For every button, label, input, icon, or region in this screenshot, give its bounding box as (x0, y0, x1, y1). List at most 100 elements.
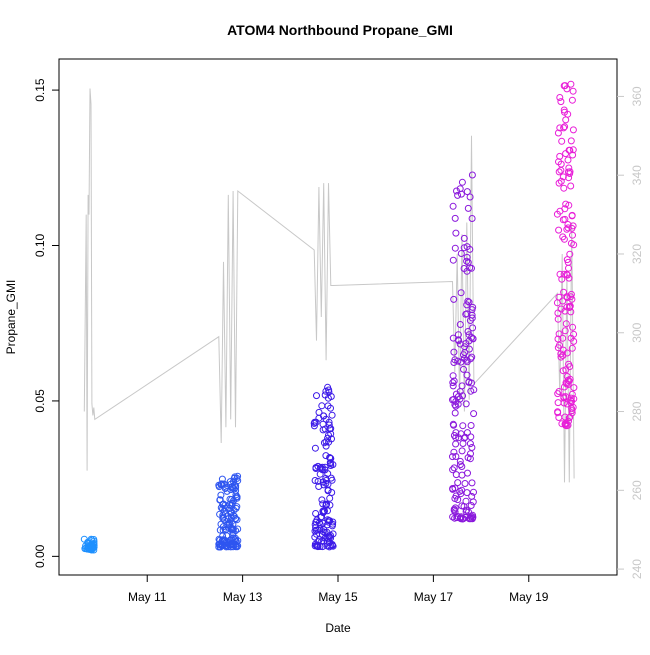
data-point (454, 191, 462, 199)
data-point (568, 407, 576, 415)
data-point (467, 355, 475, 363)
data-point (233, 474, 241, 482)
data-point (560, 288, 568, 296)
secondary-series-line (83, 88, 575, 483)
data-point (569, 126, 577, 134)
data-point (457, 430, 465, 438)
data-point (460, 365, 467, 373)
data-point (451, 214, 459, 222)
data-point (566, 250, 574, 258)
data-point (326, 494, 334, 502)
data-point (457, 289, 465, 297)
data-point (230, 506, 238, 514)
data-point (567, 399, 575, 407)
data-point (562, 366, 570, 374)
data-point (465, 337, 473, 345)
data-point (562, 116, 570, 124)
data-point (560, 270, 568, 278)
data-point (88, 545, 96, 553)
data-point (230, 536, 238, 544)
data-point (311, 418, 319, 426)
data-point (566, 168, 574, 176)
data-point (219, 513, 227, 521)
data-point (562, 419, 570, 427)
data-point (554, 399, 562, 407)
data-point (457, 250, 465, 257)
data-point (561, 215, 569, 223)
data-point (463, 489, 471, 497)
data-point (226, 495, 234, 503)
data-point (220, 537, 228, 544)
data-point (457, 358, 465, 366)
data-point (315, 536, 323, 544)
data-point (467, 422, 475, 429)
y-tick-label: 0.05 (33, 389, 47, 413)
y2-tick-label: 360 (630, 86, 644, 106)
data-point (562, 150, 570, 158)
data-point (449, 202, 457, 210)
data-point (459, 440, 467, 447)
data-point (319, 420, 327, 428)
data-point (450, 448, 458, 456)
data-point (562, 379, 570, 387)
data-point (318, 496, 326, 504)
data-point (233, 516, 241, 524)
y-axis: 0.00 0.05 0.10 0.15 (33, 78, 59, 568)
data-point (563, 85, 571, 93)
data-point (320, 481, 328, 489)
data-point (314, 542, 322, 550)
data-point (464, 328, 472, 335)
data-point (557, 177, 565, 185)
data-point (562, 393, 570, 401)
data-point (316, 543, 324, 550)
data-point (560, 394, 568, 402)
data-point (455, 337, 463, 345)
data-point (327, 404, 334, 412)
data-point (463, 257, 471, 265)
data-point (460, 234, 468, 242)
data-point (569, 87, 577, 95)
data-point (555, 168, 563, 176)
data-point (324, 486, 332, 494)
data-point (325, 518, 333, 526)
data-point (569, 323, 577, 331)
data-point (562, 200, 570, 208)
data-point (555, 293, 563, 301)
data-point (319, 509, 327, 517)
data-point (449, 453, 456, 461)
data-point (328, 411, 336, 419)
data-point (467, 502, 475, 509)
data-point (453, 187, 460, 195)
data-point (561, 327, 569, 335)
data-point (469, 513, 477, 521)
data-point (468, 215, 476, 222)
data-point (556, 341, 563, 349)
data-point (564, 156, 572, 164)
data-point (468, 171, 476, 179)
data-point (555, 179, 563, 187)
data-point (560, 124, 568, 132)
data-point (460, 351, 467, 359)
data-point (564, 221, 572, 228)
x-tick-label: May 11 (128, 590, 167, 604)
data-point (312, 510, 320, 517)
data-point (329, 520, 337, 528)
y2-tick-label: 260 (630, 480, 644, 500)
data-point (318, 513, 326, 521)
data-point (463, 356, 471, 364)
data-point (570, 384, 578, 392)
data-point (469, 335, 477, 343)
data-point (567, 137, 575, 145)
data-point (558, 137, 566, 145)
data-point (450, 464, 458, 472)
data-point (327, 393, 335, 400)
y-axis-label: Propane_GMI (4, 280, 18, 355)
data-point (451, 244, 459, 252)
x-tick-label: May 17 (414, 590, 454, 604)
data-point (450, 295, 458, 303)
data-point (461, 480, 469, 487)
data-point (84, 543, 92, 551)
data-point (459, 422, 467, 430)
data-point (315, 408, 323, 416)
